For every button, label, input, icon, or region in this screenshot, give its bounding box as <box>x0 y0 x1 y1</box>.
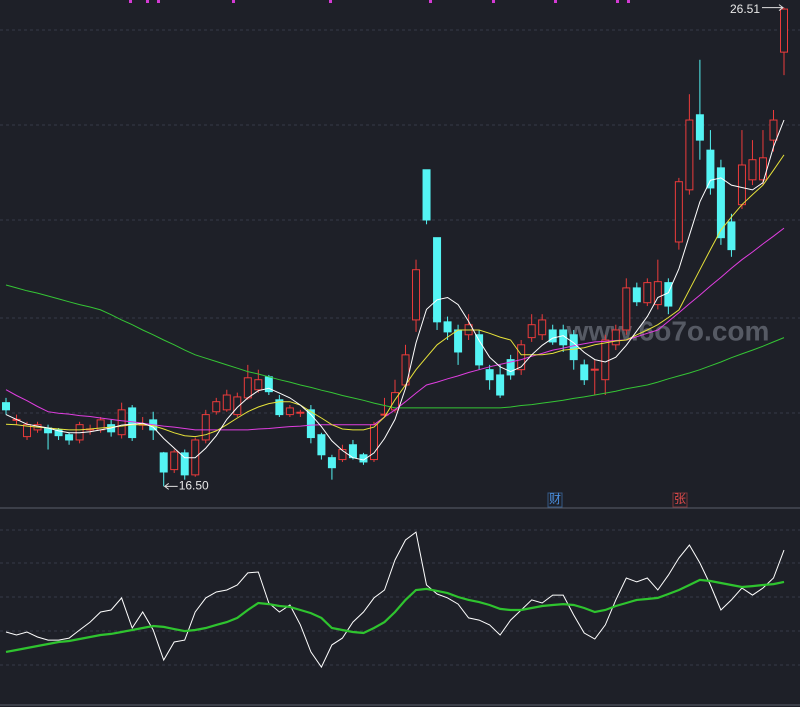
candle-body <box>475 334 484 366</box>
candle-body <box>780 8 788 53</box>
signal-dots <box>129 0 630 3</box>
candle-body <box>737 164 746 206</box>
candle-body <box>412 269 421 321</box>
candle-body <box>548 329 557 343</box>
candle-body <box>2 402 10 411</box>
candle-body <box>233 396 242 416</box>
candle-body <box>327 457 336 469</box>
candle-body <box>632 287 641 303</box>
signal-dot <box>492 0 495 3</box>
signal-dot <box>146 0 149 3</box>
candle-body <box>601 339 610 381</box>
candle-body <box>527 324 536 339</box>
candle-body <box>643 282 652 304</box>
candle-body <box>433 237 442 323</box>
moving-average <box>5 284 785 409</box>
signal-dot <box>554 0 557 3</box>
moving-average <box>5 154 785 438</box>
signal-dot <box>129 0 132 3</box>
candle-body <box>296 411 305 414</box>
annotation-arrow <box>762 4 784 12</box>
candle-body <box>359 454 368 463</box>
candle-body <box>170 451 179 471</box>
candle-body <box>748 159 757 181</box>
event-marker-label: 财 <box>549 492 561 506</box>
candle-body <box>117 409 126 436</box>
candle-body <box>201 414 210 441</box>
candle-body <box>338 449 347 461</box>
candle-body <box>65 434 74 441</box>
event-marker <box>672 492 688 508</box>
candle-body <box>622 287 631 331</box>
candle-body <box>758 157 767 181</box>
candle-body <box>285 407 294 416</box>
candle-body <box>538 319 547 336</box>
candle-body <box>559 329 568 346</box>
candle-body <box>695 114 704 141</box>
candle-body <box>180 452 189 476</box>
annotation-label: 16.50 <box>179 479 209 493</box>
candle-body <box>716 167 725 239</box>
signal-dot <box>232 0 235 3</box>
candle-body <box>159 452 168 473</box>
indicator-line <box>5 578 785 653</box>
candle-body <box>306 409 315 439</box>
candle-body <box>422 169 431 221</box>
candle-body <box>454 329 463 353</box>
signal-dot <box>616 0 619 3</box>
moving-average <box>5 227 785 431</box>
candle-body <box>706 149 715 189</box>
annotation-label: 26.51 <box>730 2 760 16</box>
candle-body <box>254 379 263 391</box>
signal-dot <box>329 0 332 3</box>
candle-body <box>222 394 231 411</box>
candle-body <box>443 321 452 333</box>
candle-body <box>517 344 526 371</box>
event-marker <box>547 492 563 508</box>
candle-body <box>580 364 589 381</box>
candle-body <box>769 119 778 141</box>
signal-dot <box>157 0 160 3</box>
candle-body <box>506 359 515 376</box>
candle-body <box>243 377 252 399</box>
moving-average <box>5 119 785 461</box>
signal-dot <box>429 0 432 3</box>
event-marker-label: 张 <box>674 492 686 506</box>
candle-body <box>275 399 284 416</box>
indicator-line <box>5 531 785 669</box>
candle-body <box>317 434 326 456</box>
candle-body <box>485 369 494 381</box>
candle-body <box>727 221 736 251</box>
candle-body <box>569 334 578 361</box>
candle-body <box>611 329 620 346</box>
candle-body <box>685 119 694 191</box>
candle-body <box>401 354 410 386</box>
candle-body <box>674 181 683 243</box>
signal-dot <box>627 0 630 3</box>
candle-body <box>590 368 599 371</box>
candle-body <box>54 429 63 437</box>
grid <box>0 29 800 706</box>
candle-body <box>128 407 137 439</box>
annotation-arrow <box>163 482 178 490</box>
candle-body <box>212 401 221 413</box>
candle-body <box>496 374 505 396</box>
candle-body <box>653 281 662 306</box>
